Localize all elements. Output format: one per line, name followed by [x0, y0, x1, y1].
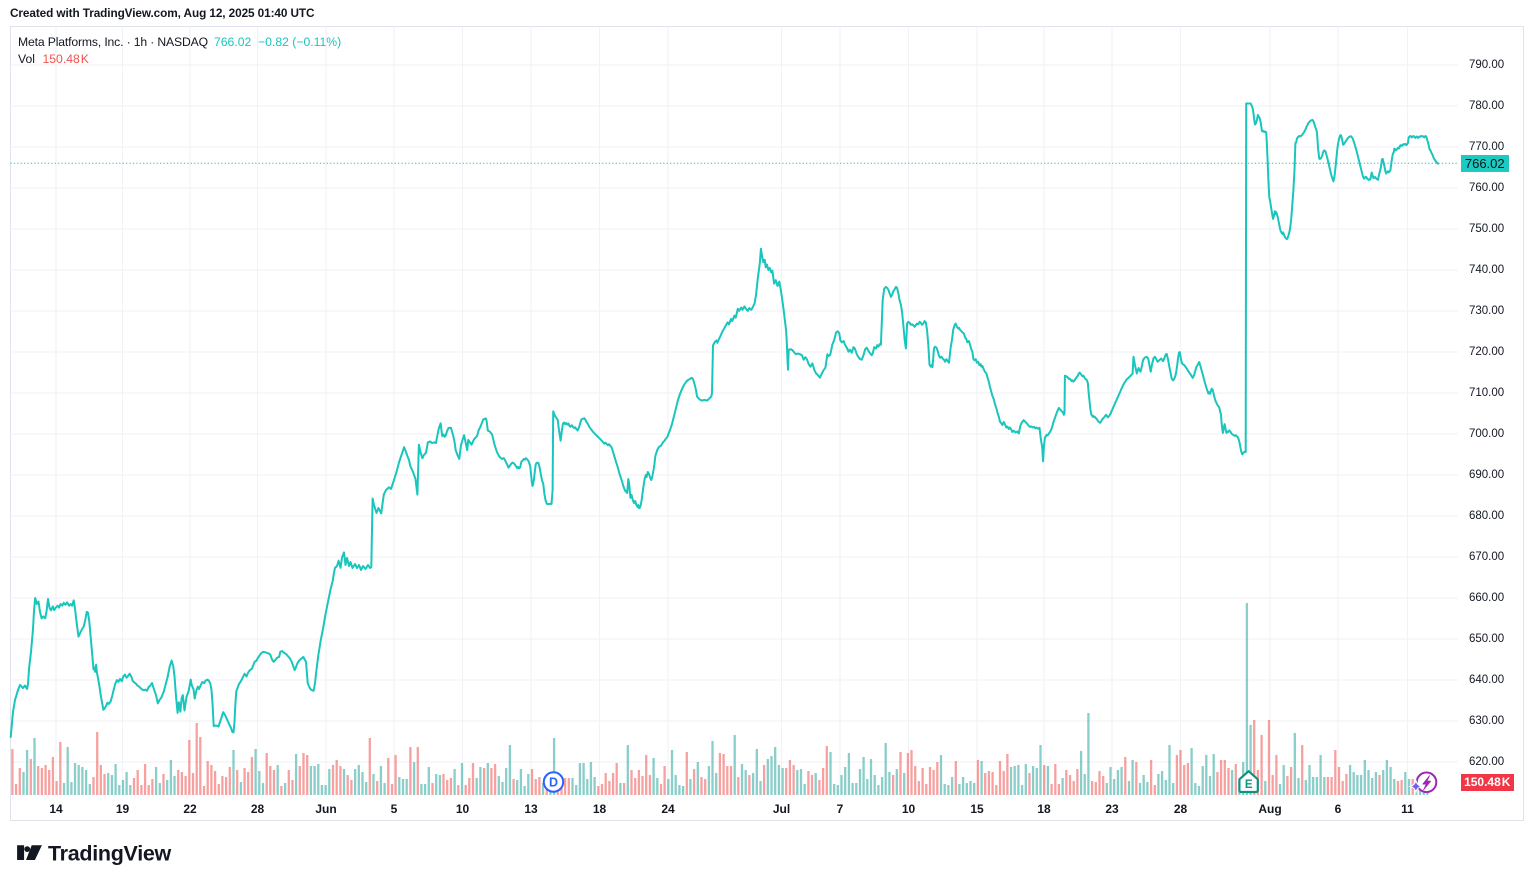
- svg-text:E: E: [1245, 779, 1253, 791]
- svg-text:D: D: [549, 776, 558, 790]
- svg-text:TradingView: TradingView: [48, 842, 172, 866]
